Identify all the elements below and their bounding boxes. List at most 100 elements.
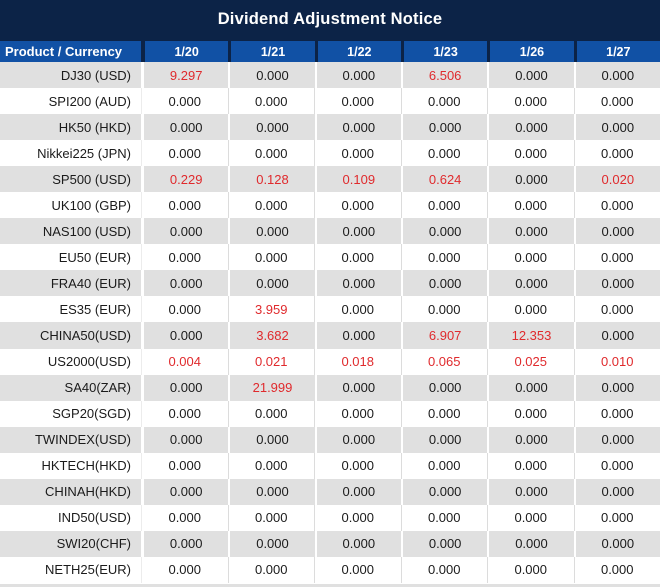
value-cell: 0.000: [400, 556, 487, 583]
value-cell: 0.000: [314, 530, 401, 557]
table-body: DJ30 (USD) 9.297 0.000 0.000 6.506 0.000 0.000…: [0, 62, 660, 583]
value-cell: 0.000: [228, 114, 315, 141]
value-cell: 0.000: [314, 140, 401, 167]
table-row: TWINDEX(USD) 0.000 0.000 0.000 0.000 0.000 0.0…: [0, 426, 660, 453]
value-cell: 0.000: [400, 504, 487, 531]
value-cell: 0.000: [141, 322, 229, 349]
product-cell: FRA40 (EUR): [0, 270, 141, 297]
table-row: SGP20(SGD) 0.000 0.000 0.000 0.000 0.000 0.000: [0, 400, 660, 427]
page-title: Dividend Adjustment Notice: [217, 10, 443, 28]
value-cell: 0.000: [141, 426, 229, 453]
column-header-date: 1/21: [228, 39, 315, 62]
column-header-date: 1/22: [314, 39, 401, 62]
value-cell: 6.907: [400, 322, 488, 349]
value-cell: 0.000: [487, 270, 574, 297]
value-cell: 0.000: [573, 244, 660, 271]
value-cell: 0.021: [227, 348, 314, 375]
value-cell: 0.000: [573, 374, 660, 401]
value-cell: 0.000: [487, 244, 574, 271]
value-cell: 0.000: [573, 270, 660, 297]
value-cell: 0.000: [141, 400, 228, 427]
table-row: UK100 (GBP) 0.000 0.000 0.000 0.000 0.000 0.00…: [0, 192, 660, 219]
value-cell: 0.000: [400, 478, 488, 505]
product-cell: SPI200 (AUD): [0, 88, 141, 115]
value-cell: 0.000: [141, 140, 228, 167]
value-cell: 0.000: [314, 218, 401, 245]
value-cell: 0.000: [573, 322, 660, 349]
value-cell: 0.000: [573, 556, 660, 583]
table-row: SPI200 (AUD) 0.000 0.000 0.000 0.000 0.000 0.0…: [0, 88, 660, 115]
value-cell: 0.000: [141, 296, 228, 323]
value-cell: 0.000: [141, 244, 228, 271]
table-row: HKTECH(HKD) 0.000 0.000 0.000 0.000 0.000 0.00…: [0, 452, 660, 479]
value-cell: 0.000: [400, 270, 488, 297]
value-cell: 0.000: [228, 426, 315, 453]
value-cell: 0.000: [487, 556, 574, 583]
product-cell: SWI20(CHF): [0, 530, 141, 557]
product-cell: Nikkei225 (JPN): [0, 140, 141, 167]
value-cell: 0.010: [573, 348, 660, 375]
value-cell: 0.000: [400, 244, 487, 271]
value-cell: 0.000: [400, 88, 487, 115]
value-cell: 0.000: [573, 400, 660, 427]
product-cell: HK50 (HKD): [0, 114, 141, 141]
product-cell: SA40(ZAR): [0, 374, 141, 401]
value-cell: 0.018: [314, 348, 401, 375]
column-header-date: 1/20: [141, 39, 229, 62]
value-cell: 0.000: [487, 452, 574, 479]
value-cell: 0.000: [314, 504, 401, 531]
value-cell: 0.025: [487, 348, 574, 375]
value-cell: 0.000: [314, 478, 401, 505]
table-row: ES35 (EUR) 0.000 3.959 0.000 0.000 0.000 0.000: [0, 296, 660, 323]
product-cell: EU50 (EUR): [0, 244, 141, 271]
value-cell: 0.000: [141, 452, 228, 479]
value-cell: 0.000: [573, 478, 660, 505]
value-cell: 0.000: [314, 114, 401, 141]
value-cell: 0.000: [314, 374, 401, 401]
title-bar: Dividend Adjustment Notice: [0, 0, 660, 39]
value-cell: 0.000: [487, 192, 574, 219]
product-cell: DJ30 (USD): [0, 62, 141, 89]
table-row: SA40(ZAR) 0.000 21.999 0.000 0.000 0.000 0.000: [0, 374, 660, 401]
table-row: Nikkei225 (JPN) 0.000 0.000 0.000 0.000 0.000…: [0, 140, 660, 167]
value-cell: 0.000: [227, 192, 314, 219]
value-cell: 0.000: [573, 426, 660, 453]
product-cell: CHINA50(USD): [0, 322, 141, 349]
value-cell: 0.000: [400, 140, 487, 167]
value-cell: 0.000: [400, 452, 487, 479]
value-cell: 0.000: [573, 140, 660, 167]
table-row: HK50 (HKD) 0.000 0.000 0.000 0.000 0.000 0.000: [0, 114, 660, 141]
value-cell: 12.353: [487, 322, 574, 349]
table-row: FRA40 (EUR) 0.000 0.000 0.000 0.000 0.000 0.00…: [0, 270, 660, 297]
value-cell: 0.000: [573, 114, 660, 141]
product-cell: CHINAH(HKD): [0, 478, 141, 505]
value-cell: 3.682: [228, 322, 315, 349]
column-header-date: 1/26: [487, 39, 574, 62]
value-cell: 0.000: [400, 530, 488, 557]
value-cell: 0.000: [314, 426, 401, 453]
value-cell: 0.000: [487, 166, 574, 193]
value-cell: 0.000: [228, 218, 315, 245]
product-cell: SGP20(SGD): [0, 400, 141, 427]
value-cell: 0.000: [573, 88, 660, 115]
table-row: NETH25(EUR) 0.000 0.000 0.000 0.000 0.000 0.00…: [0, 556, 660, 583]
value-cell: 0.000: [487, 62, 574, 89]
value-cell: 0.000: [227, 88, 314, 115]
value-cell: 0.000: [228, 270, 315, 297]
value-cell: 0.000: [141, 88, 228, 115]
product-cell: UK100 (GBP): [0, 192, 141, 219]
value-cell: 0.000: [400, 426, 488, 453]
product-cell: IND50(USD): [0, 504, 141, 531]
value-cell: 0.000: [487, 374, 574, 401]
value-cell: 9.297: [141, 62, 229, 89]
product-cell: SP500 (USD): [0, 166, 141, 193]
value-cell: 0.000: [314, 270, 401, 297]
value-cell: 0.000: [400, 218, 488, 245]
column-header-date: 1/23: [400, 39, 488, 62]
value-cell: 0.000: [487, 478, 574, 505]
value-cell: 0.000: [400, 374, 488, 401]
value-cell: 0.000: [228, 478, 315, 505]
table-row: SP500 (USD) 0.229 0.128 0.109 0.624 0.000 0.02…: [0, 166, 660, 193]
value-cell: 0.000: [141, 270, 229, 297]
